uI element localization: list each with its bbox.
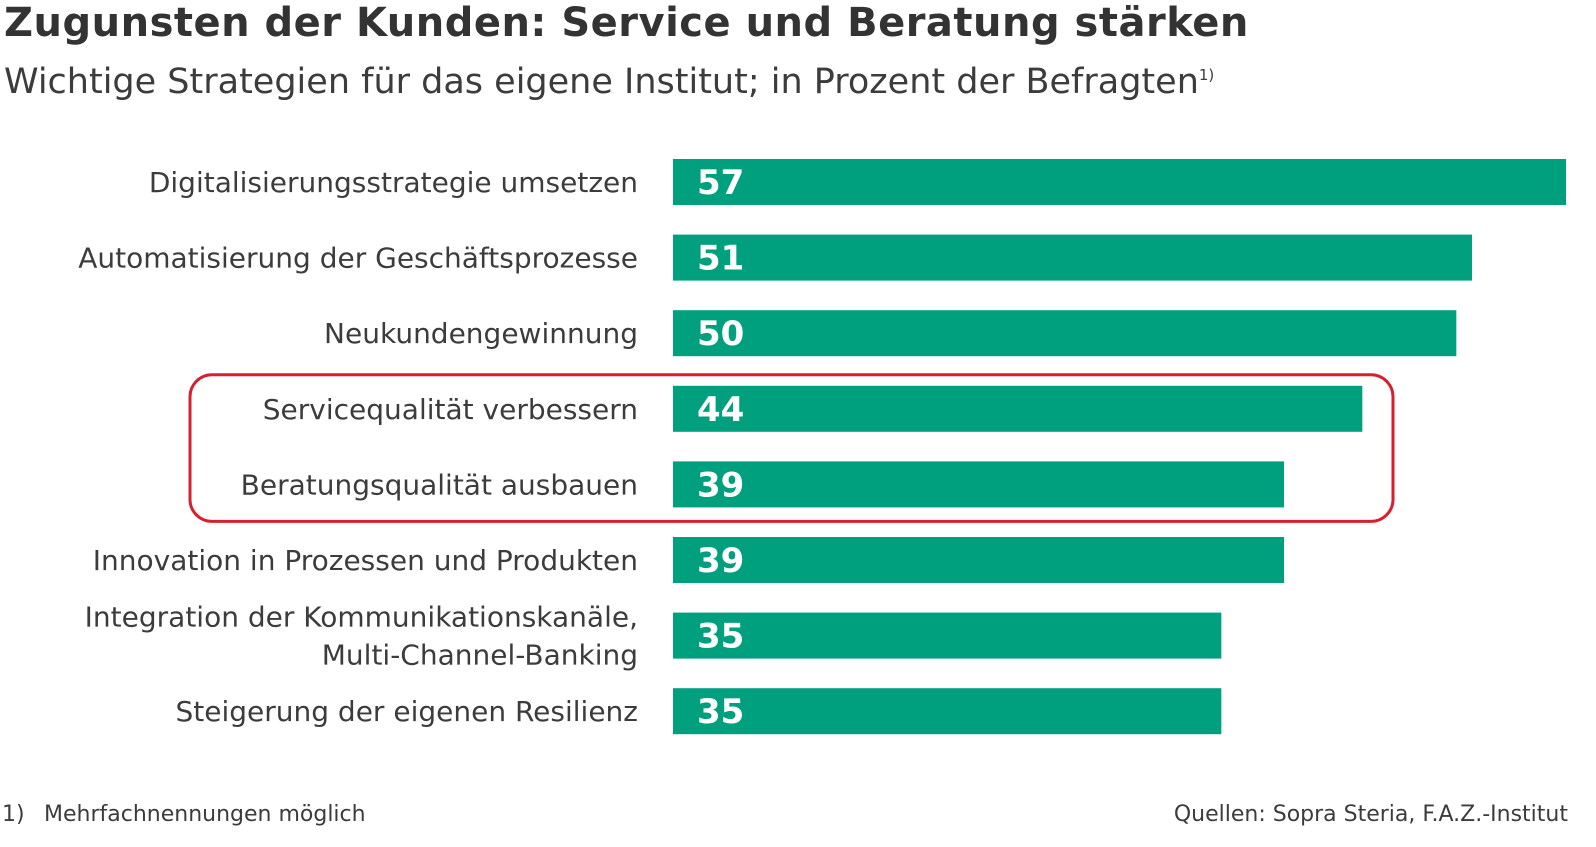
- category-label: Multi-Channel-Banking: [322, 639, 638, 672]
- chart-subtitle-text: Wichtige Strategien für das eigene Insti…: [4, 62, 1199, 102]
- bar: [673, 159, 1566, 205]
- bar-value-label: 51: [697, 239, 744, 279]
- category-label: Servicequalität verbessern: [263, 393, 638, 426]
- category-label: Neukundengewinnung: [324, 317, 638, 350]
- bar-value-label: 44: [697, 390, 744, 430]
- category-label: Integration der Kommunikationskanäle,: [85, 601, 638, 634]
- bar: [673, 537, 1284, 583]
- bar-value-label: 39: [697, 541, 744, 581]
- category-label: Automatisierung der Geschäftsprozesse: [78, 242, 638, 275]
- bar: [673, 461, 1284, 508]
- bar: [673, 234, 1472, 281]
- bar: [673, 612, 1222, 659]
- footnote: 1) Mehrfachnennungen möglich: [2, 802, 366, 827]
- category-label: Innovation in Prozessen und Produkten: [93, 544, 638, 577]
- subtitle-footnote-ref: 1): [1198, 66, 1215, 84]
- bar-value-label: 57: [697, 163, 744, 203]
- footnote-text: Mehrfachnennungen möglich: [44, 802, 366, 827]
- footnote-marker: 1): [2, 802, 25, 827]
- bar: [673, 385, 1363, 432]
- category-label: Steigerung der eigenen Resilienz: [176, 695, 639, 728]
- bar: [673, 688, 1222, 735]
- bar: [673, 310, 1457, 357]
- chart-subtitle: Wichtige Strategien für das eigene Insti…: [4, 62, 1214, 102]
- category-label: Beratungsqualität ausbauen: [241, 468, 638, 501]
- highlight-frame: [188, 373, 1395, 523]
- chart-title: Zugunsten der Kunden: Service und Beratu…: [4, 0, 1249, 46]
- bar-value-label: 39: [697, 465, 744, 505]
- bar-value-label: 50: [697, 314, 744, 354]
- category-label: Digitalisierungsstrategie umsetzen: [149, 166, 638, 199]
- source-note: Quellen: Sopra Steria, F.A.Z.-Institut: [1173, 802, 1568, 827]
- bar-value-label: 35: [697, 692, 744, 732]
- bar-value-label: 35: [697, 617, 744, 657]
